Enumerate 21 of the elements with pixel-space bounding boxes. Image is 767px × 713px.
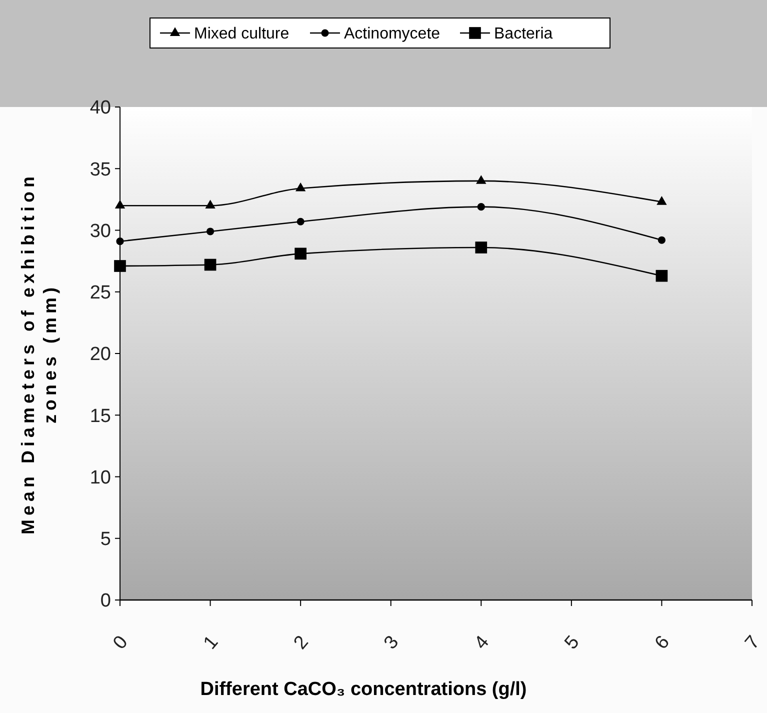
legend-label: Actinomycete: [344, 26, 440, 43]
legend-label: Mixed culture: [194, 26, 290, 43]
y-tick-label: 10: [90, 467, 111, 488]
y-tick-label: 30: [90, 220, 111, 242]
x-axis-title: Different CaCO₃ concentrations (g/l): [200, 679, 527, 700]
x-tick-label: 3: [380, 632, 404, 654]
y-tick-label: 20: [90, 344, 111, 366]
y-tick-label: 0: [100, 590, 111, 612]
y-tick-label: 25: [90, 282, 111, 304]
x-tick-label: 5: [560, 632, 584, 654]
x-tick-label: 4: [470, 632, 494, 654]
x-tick-label: 6: [651, 632, 674, 654]
x-tick-label: 1: [200, 632, 223, 654]
y-axis-title: Mean Diameters of exhibition zones (mm): [18, 172, 60, 535]
y-tick-label: 15: [90, 406, 111, 427]
y-tick-label: 40: [90, 98, 111, 119]
x-tick-label: 7: [741, 632, 764, 654]
x-tick-label: 2: [290, 632, 313, 654]
legend-label: Bacteria: [494, 26, 553, 43]
y-tick-label: 5: [100, 529, 111, 550]
y-tick-label: 35: [90, 159, 111, 180]
